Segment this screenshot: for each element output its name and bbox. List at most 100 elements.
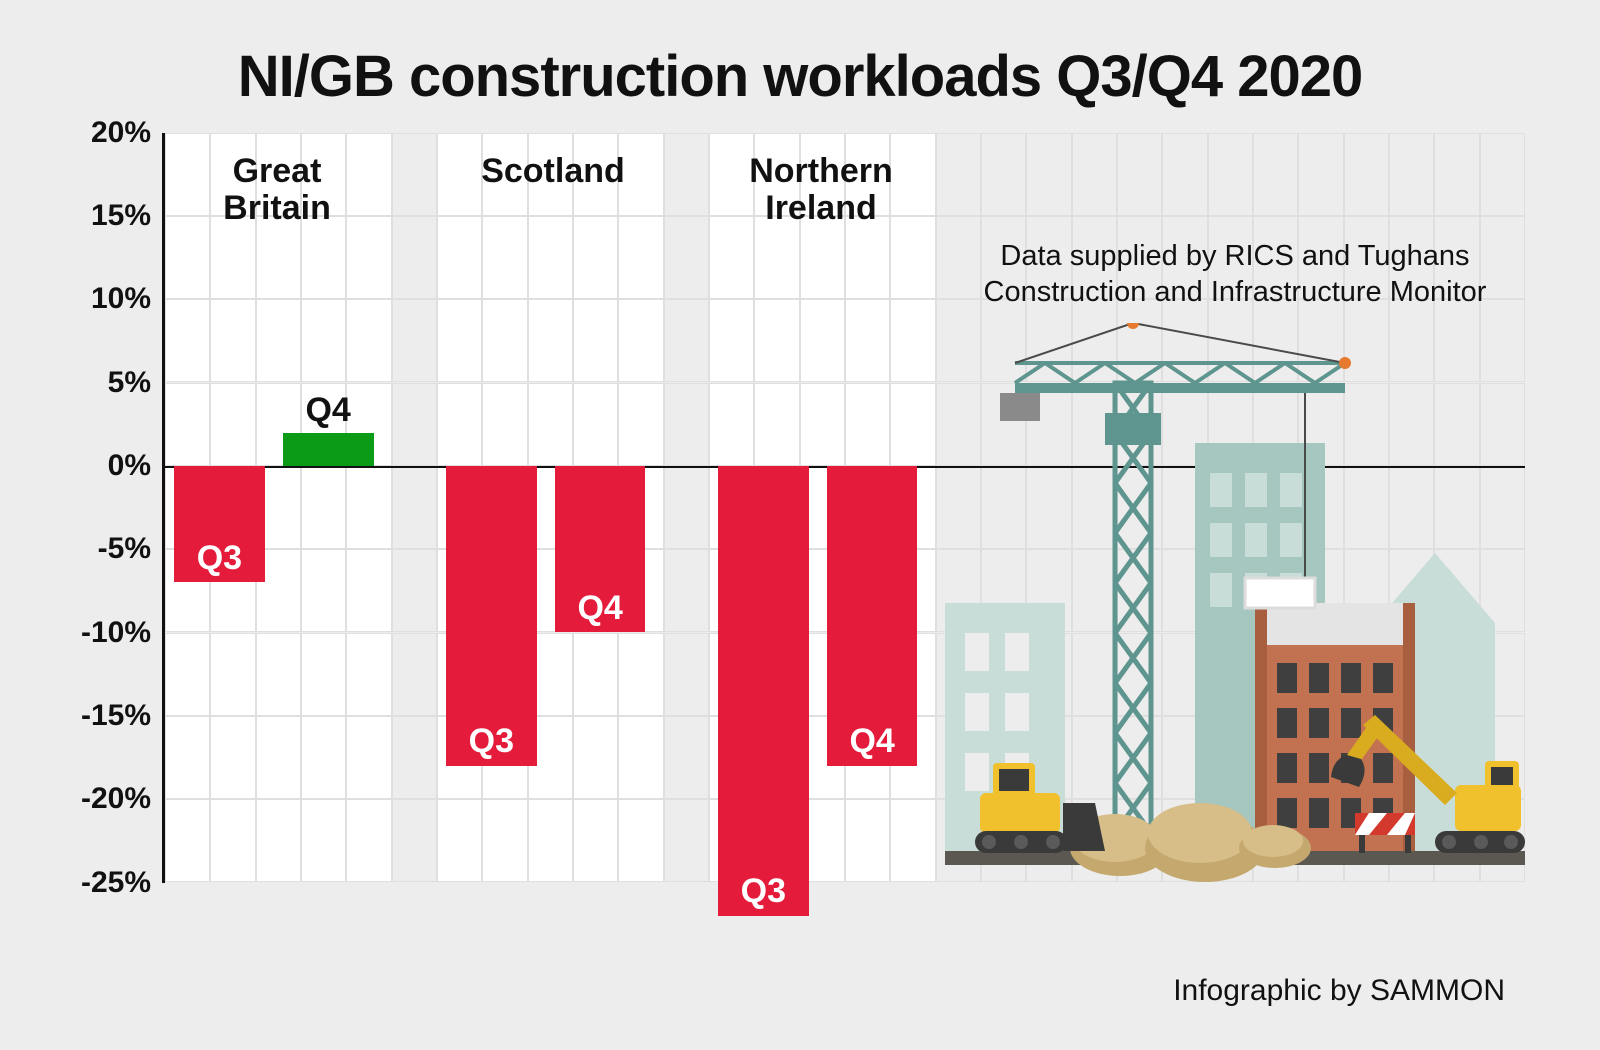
grid-cell [392,549,437,632]
grid-cell [528,216,573,299]
grid-cell [618,299,663,382]
y-tick-label: -10% [81,616,151,650]
grid-cell [210,716,255,799]
grid-cell [165,299,210,382]
grid-cell [301,716,346,799]
y-tick-label: 5% [108,366,151,400]
grid-cell [754,299,799,382]
grid-cell [392,383,437,466]
source-line-2: Construction and Infrastructure Monitor [984,276,1487,308]
grid-cell [392,133,437,216]
grid-cell [482,799,527,882]
grid-cell [573,216,618,299]
grid-cell [392,799,437,882]
construction-illustration [945,323,1525,883]
grid-cell [800,299,845,382]
grid-cell [845,299,890,382]
bar-label: Q3 [718,872,809,911]
grid-cell [664,299,709,382]
grid-cell [256,799,301,882]
y-tick-label: -5% [98,532,151,566]
bar-label: Q4 [555,589,646,628]
y-tick-label: 10% [91,282,151,316]
grid-cell [664,549,709,632]
grid-cell [573,633,618,716]
chart-title: NI/GB construction workloads Q3/Q4 2020 [65,43,1535,110]
grid-cell [301,466,346,549]
grid-cell [845,383,890,466]
y-axis: 20%15%10%5%0%-5%-10%-15%-20%-25% [65,133,165,883]
data-source: Data supplied by RICS and Tughans Constr… [945,238,1525,311]
grid-cell [890,799,935,882]
infographic-credit: Infographic by SAMMON [1173,974,1505,1008]
grid-cell [800,383,845,466]
grid-cell [346,799,391,882]
grid-cell [800,216,845,299]
grid-cell [664,799,709,882]
grid-cell [754,383,799,466]
grid-cell [664,466,709,549]
grid-cell [845,216,890,299]
grid-cell [573,799,618,882]
y-tick-label: -25% [81,866,151,900]
grid-cell [392,299,437,382]
grid-cell [1162,133,1207,216]
grid-cell [165,716,210,799]
bar-label: Q3 [446,722,537,761]
grid-cell [210,799,255,882]
grid-cell [618,633,663,716]
building-under-construction [1245,578,1415,853]
grid-cell [210,633,255,716]
grid-cell [1389,133,1434,216]
grid-cell [664,633,709,716]
grid-cell [981,133,1026,216]
grid-cell [301,549,346,632]
grid-cell [1117,133,1162,216]
grid-cell [346,549,391,632]
grid-cell [437,216,482,299]
grid-cell [890,383,935,466]
grid-cell [346,716,391,799]
bar [827,466,918,766]
grid-cell [709,383,754,466]
y-tick-label: -15% [81,699,151,733]
category-label: NorthernIreland [721,153,921,228]
grid-cell [392,466,437,549]
grid-cell [573,383,618,466]
grid-cell [936,133,981,216]
grid-cell [1298,133,1343,216]
bar [446,466,537,766]
grid-cell [845,799,890,882]
grid-cell [165,633,210,716]
grid-cell [709,299,754,382]
bar-label: Q4 [827,722,918,761]
source-line-1: Data supplied by RICS and Tughans [1000,240,1469,272]
grid-cell [301,633,346,716]
grid-cell [1344,133,1389,216]
bar [718,466,809,916]
grid-cell [664,383,709,466]
grid-cell [754,216,799,299]
y-tick-label: -20% [81,782,151,816]
bar [283,433,374,466]
infographic-root: NI/GB construction workloads Q3/Q4 2020 … [65,43,1535,1008]
grid-cell [890,299,935,382]
grid-cell [437,799,482,882]
grid-cell [482,216,527,299]
grid-cell [482,383,527,466]
grid-cell [528,383,573,466]
grid-cell [256,299,301,382]
grid-cell [573,716,618,799]
grid-cell [392,216,437,299]
y-tick-label: 15% [91,199,151,233]
grid-cell [301,216,346,299]
y-tick-label: 0% [108,449,151,483]
grid-cell [346,633,391,716]
grid-cell [437,299,482,382]
y-tick-label: 20% [91,116,151,150]
grid-cell [1253,133,1298,216]
grid-cell [256,716,301,799]
bar-label: Q3 [174,539,265,578]
grid-cell [890,216,935,299]
construction-svg [945,323,1525,883]
